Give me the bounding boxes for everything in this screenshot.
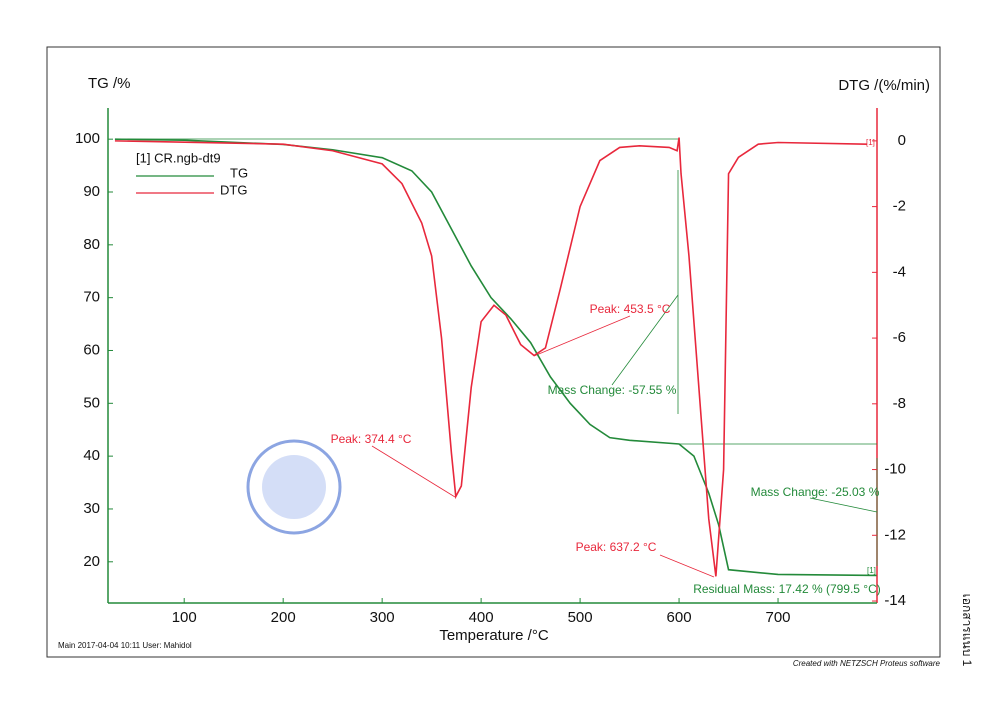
annotation: [1]	[867, 566, 876, 575]
y2-tick-label: 0	[898, 132, 906, 149]
annotation: Mass Change: -57.55 %	[548, 383, 677, 397]
series-line	[114, 137, 868, 577]
annotation: Peak: 637.2 °C	[576, 540, 657, 554]
frame	[46, 46, 941, 658]
x-label: Temperature /°C	[439, 627, 549, 644]
side-note: เอกสารแนบ 1	[960, 594, 974, 667]
annotation: Mass Change: -25.03 %	[751, 485, 880, 499]
x-tick-label: 100	[172, 609, 197, 626]
annotation: Residual Mass: 17.42 % (799.5 °C)	[693, 582, 881, 596]
x-tick-label: 300	[370, 609, 395, 626]
y2-tick-label: -4	[893, 263, 906, 280]
y2-label: DTG /(%/min)	[838, 77, 930, 94]
y2-tick-label: -6	[893, 329, 906, 346]
y2-tick-label: -2	[893, 198, 906, 215]
y-tick-label: 70	[83, 289, 100, 306]
y-tick-label: 30	[83, 500, 100, 517]
annotation: Peak: 374.4 °C	[331, 432, 412, 446]
x-tick-label: 200	[271, 609, 296, 626]
y2-tick-label: -8	[893, 395, 906, 412]
x-tick-label: 400	[469, 609, 494, 626]
footer-left: Main 2017-04-04 10:11 User: Mahidol	[58, 641, 192, 650]
stamp	[246, 439, 342, 535]
x-tick-label: 600	[667, 609, 692, 626]
y2-tick-label: -12	[884, 526, 906, 543]
y-tick-label: 20	[83, 553, 100, 570]
y-tick-label: 90	[83, 183, 100, 200]
y-tick-label: 60	[83, 341, 100, 358]
y-label: TG /%	[88, 75, 131, 92]
y-tick-label: 40	[83, 447, 100, 464]
x-tick-label: 500	[568, 609, 593, 626]
y-tick-label: 100	[75, 130, 100, 147]
x-tick-label: 700	[766, 609, 791, 626]
y2-tick-label: -14	[884, 592, 906, 609]
annotation: [1]	[866, 138, 875, 147]
annotation: Peak: 453.5 °C	[590, 302, 671, 316]
legend-label: TG	[230, 165, 248, 180]
y2-tick-label: -10	[884, 461, 906, 478]
stamp	[262, 455, 326, 519]
footer-right: Created with NETZSCH Proteus software	[793, 659, 941, 668]
legend-label: DTG	[220, 182, 247, 197]
series-line	[114, 138, 877, 577]
guides	[115, 138, 878, 578]
y-tick-label: 50	[83, 394, 100, 411]
y-tick-label: 80	[83, 236, 100, 253]
legend-title: [1] CR.ngb-dt9	[136, 150, 221, 165]
